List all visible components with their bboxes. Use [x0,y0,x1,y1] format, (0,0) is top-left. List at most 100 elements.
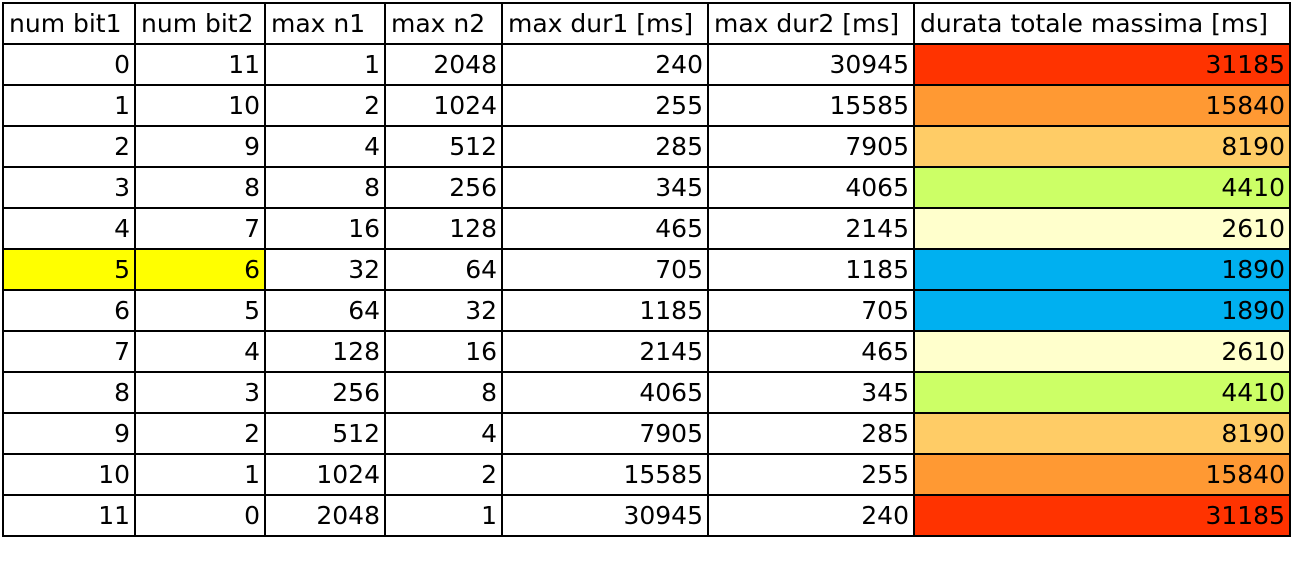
max-dur2-cell[interactable]: 1185 [707,248,915,291]
durata-totale-cell[interactable]: 2610 [913,330,1291,373]
max-dur1-cell[interactable]: 345 [501,166,709,209]
num-bit2-cell[interactable]: 11 [134,43,266,86]
max-dur1-cell[interactable]: 1185 [501,289,709,332]
max-dur1-cell[interactable]: 7905 [501,412,709,455]
max-dur2-cell[interactable]: 2145 [707,207,915,250]
max-dur2-cell[interactable]: 240 [707,494,915,537]
num-bit1-cell[interactable]: 9 [2,412,136,455]
table-body: 0 11 1 2048 240 30945 31185 1 10 2 1024 255 15585 158… [2,43,1291,537]
max-n2-cell[interactable]: 16 [384,330,503,373]
max-n2-cell[interactable]: 512 [384,125,503,168]
max-dur1-cell[interactable]: 30945 [501,494,709,537]
durata-totale-cell[interactable]: 15840 [913,453,1291,496]
num-bit1-cell[interactable]: 1 [2,84,136,127]
num-bit1-cell[interactable]: 10 [2,453,136,496]
durata-totale-cell[interactable]: 1890 [913,248,1291,291]
num-bit1-cell[interactable]: 0 [2,43,136,86]
max-n2-cell[interactable]: 32 [384,289,503,332]
max-dur2-cell[interactable]: 285 [707,412,915,455]
header-num-bit2[interactable]: num bit2 [134,2,266,45]
durata-totale-cell[interactable]: 15840 [913,84,1291,127]
max-dur1-cell[interactable]: 2145 [501,330,709,373]
max-n1-cell[interactable]: 64 [264,289,386,332]
num-bit2-cell[interactable]: 5 [134,289,266,332]
max-n1-cell[interactable]: 128 [264,330,386,373]
max-n2-cell[interactable]: 4 [384,412,503,455]
max-dur1-cell[interactable]: 15585 [501,453,709,496]
max-n2-cell[interactable]: 128 [384,207,503,250]
max-n1-cell[interactable]: 2 [264,84,386,127]
max-n1-cell[interactable]: 256 [264,371,386,414]
num-bit2-cell[interactable]: 1 [134,453,266,496]
num-bit1-cell[interactable]: 4 [2,207,136,250]
table-row: 0 11 1 2048 240 30945 31185 [2,43,1291,86]
max-n2-cell[interactable]: 2048 [384,43,503,86]
max-dur2-cell[interactable]: 15585 [707,84,915,127]
max-dur1-cell[interactable]: 240 [501,43,709,86]
num-bit2-cell[interactable]: 10 [134,84,266,127]
durata-totale-cell[interactable]: 1890 [913,289,1291,332]
num-bit1-cell[interactable]: 8 [2,371,136,414]
durata-totale-cell[interactable]: 4410 [913,166,1291,209]
header-num-bit1[interactable]: num bit1 [2,2,136,45]
max-dur2-cell[interactable]: 7905 [707,125,915,168]
max-n1-cell[interactable]: 4 [264,125,386,168]
durata-totale-cell[interactable]: 31185 [913,494,1291,537]
max-dur2-cell[interactable]: 345 [707,371,915,414]
max-dur2-cell[interactable]: 4065 [707,166,915,209]
num-bit2-cell[interactable]: 7 [134,207,266,250]
durata-totale-cell[interactable]: 2610 [913,207,1291,250]
header-max-dur2[interactable]: max dur2 [ms] [707,2,915,45]
max-n1-cell[interactable]: 32 [264,248,386,291]
max-dur2-cell[interactable]: 465 [707,330,915,373]
num-bit2-cell[interactable]: 4 [134,330,266,373]
max-n1-cell[interactable]: 1024 [264,453,386,496]
max-dur1-cell[interactable]: 465 [501,207,709,250]
max-dur1-cell[interactable]: 4065 [501,371,709,414]
num-bit1-cell[interactable]: 5 [2,248,136,291]
max-dur1-cell[interactable]: 255 [501,84,709,127]
max-n1-cell[interactable]: 16 [264,207,386,250]
max-n2-cell[interactable]: 64 [384,248,503,291]
data-table: num bit1 num bit2 max n1 max n2 max dur1… [2,2,1291,537]
max-n2-cell[interactable]: 1 [384,494,503,537]
max-n1-cell[interactable]: 2048 [264,494,386,537]
header-max-n1[interactable]: max n1 [264,2,386,45]
num-bit2-cell[interactable]: 2 [134,412,266,455]
durata-totale-cell[interactable]: 4410 [913,371,1291,414]
num-bit2-cell[interactable]: 3 [134,371,266,414]
max-dur2-cell[interactable]: 30945 [707,43,915,86]
num-bit1-cell[interactable]: 3 [2,166,136,209]
num-bit1-cell[interactable]: 6 [2,289,136,332]
num-bit1-cell[interactable]: 11 [2,494,136,537]
durata-totale-cell[interactable]: 8190 [913,125,1291,168]
table-row: 9 2 512 4 7905 285 8190 [2,412,1291,455]
table-row: 11 0 2048 1 30945 240 31185 [2,494,1291,537]
max-n2-cell[interactable]: 8 [384,371,503,414]
header-durata-totale[interactable]: durata totale massima [ms] [913,2,1291,45]
max-dur1-cell[interactable]: 705 [501,248,709,291]
header-row: num bit1 num bit2 max n1 max n2 max dur1… [2,2,1291,45]
max-dur2-cell[interactable]: 705 [707,289,915,332]
durata-totale-cell[interactable]: 8190 [913,412,1291,455]
max-n2-cell[interactable]: 1024 [384,84,503,127]
max-dur2-cell[interactable]: 255 [707,453,915,496]
max-n1-cell[interactable]: 8 [264,166,386,209]
header-max-n2[interactable]: max n2 [384,2,503,45]
num-bit2-cell[interactable]: 6 [134,248,266,291]
num-bit2-cell[interactable]: 0 [134,494,266,537]
num-bit2-cell[interactable]: 8 [134,166,266,209]
max-dur1-cell[interactable]: 285 [501,125,709,168]
num-bit1-cell[interactable]: 2 [2,125,136,168]
max-n2-cell[interactable]: 2 [384,453,503,496]
durata-totale-cell[interactable]: 31185 [913,43,1291,86]
table-row: 2 9 4 512 285 7905 8190 [2,125,1291,168]
num-bit1-cell[interactable]: 7 [2,330,136,373]
max-n2-cell[interactable]: 256 [384,166,503,209]
num-bit2-cell[interactable]: 9 [134,125,266,168]
max-n1-cell[interactable]: 512 [264,412,386,455]
max-n1-cell[interactable]: 1 [264,43,386,86]
header-max-dur1[interactable]: max dur1 [ms] [501,2,709,45]
table-row: 1 10 2 1024 255 15585 15840 [2,84,1291,127]
table-row: 7 4 128 16 2145 465 2610 [2,330,1291,373]
